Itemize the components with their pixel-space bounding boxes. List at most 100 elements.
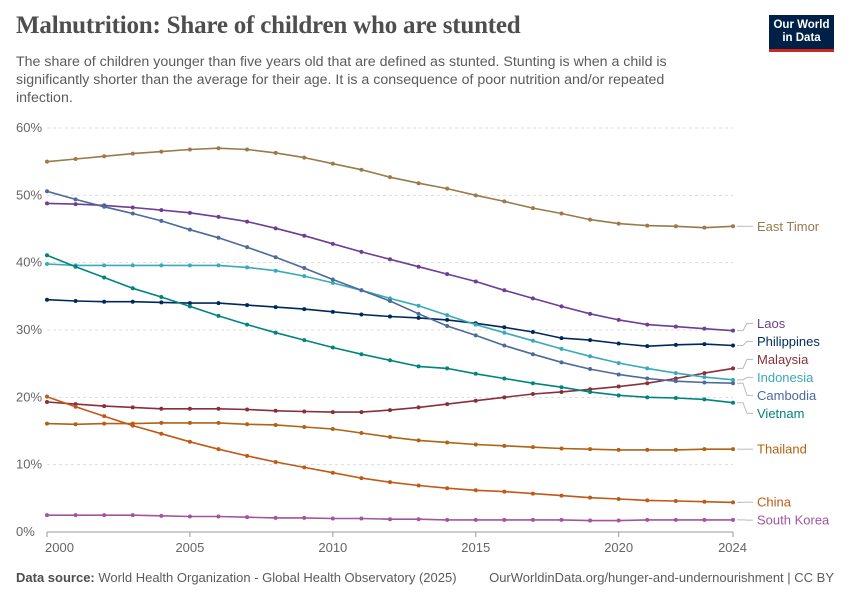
series-line-vietnam[interactable] [46,254,734,404]
data-point-south-korea[interactable] [416,517,421,522]
data-point-east-timor[interactable] [388,175,392,180]
data-point-east-timor[interactable] [645,223,650,228]
data-point-philippines[interactable] [359,312,364,317]
data-point-cambodia[interactable] [273,255,278,260]
data-point-china[interactable] [273,459,278,464]
data-point-philippines[interactable] [216,301,221,306]
data-point-philippines[interactable] [388,314,392,319]
data-point-south-korea[interactable] [530,517,535,522]
data-point-south-korea[interactable] [159,513,164,518]
series-label-east-timor[interactable]: East Timor [757,219,820,234]
data-point-indonesia[interactable] [702,375,707,380]
data-point-thailand[interactable] [187,420,192,425]
series-label-indonesia[interactable]: Indonesia [757,370,814,385]
data-point-thailand[interactable] [73,422,78,427]
data-point-malaysia[interactable] [388,408,392,413]
data-point-indonesia[interactable] [588,354,593,359]
data-point-laos[interactable] [645,322,650,327]
data-point-cambodia[interactable] [73,197,78,202]
data-point-malaysia[interactable] [130,405,135,410]
data-point-thailand[interactable] [216,420,221,425]
series-label-vietnam[interactable]: Vietnam [757,406,804,421]
data-point-china[interactable] [359,476,364,481]
data-point-east-timor[interactable] [130,151,135,156]
data-point-east-timor[interactable] [616,221,621,226]
data-point-south-korea[interactable] [502,517,507,522]
data-point-china[interactable] [388,480,392,485]
data-point-china[interactable] [559,493,564,498]
data-point-malaysia[interactable] [702,371,707,376]
data-point-philippines[interactable] [645,344,650,349]
data-point-vietnam[interactable] [530,381,535,386]
data-point-indonesia[interactable] [130,263,135,268]
data-point-east-timor[interactable] [45,159,49,164]
data-point-cambodia[interactable] [731,381,735,386]
data-point-south-korea[interactable] [616,518,621,523]
data-point-cambodia[interactable] [673,379,678,384]
data-point-laos[interactable] [616,317,621,322]
data-point-cambodia[interactable] [473,333,478,338]
data-point-east-timor[interactable] [73,156,78,161]
data-point-east-timor[interactable] [102,154,107,159]
data-point-cambodia[interactable] [102,204,107,209]
data-point-china[interactable] [445,486,450,491]
data-point-china[interactable] [187,439,192,444]
data-point-china[interactable] [416,483,421,488]
data-point-cambodia[interactable] [159,218,164,223]
data-point-china[interactable] [302,465,307,470]
data-point-malaysia[interactable] [731,366,735,371]
data-point-china[interactable] [673,499,678,504]
data-point-east-timor[interactable] [159,149,164,154]
data-point-philippines[interactable] [559,336,564,341]
data-point-philippines[interactable] [245,303,250,308]
data-point-thailand[interactable] [45,421,49,426]
data-point-thailand[interactable] [731,447,735,452]
data-point-east-timor[interactable] [588,217,593,222]
data-point-east-timor[interactable] [473,193,478,198]
data-point-laos[interactable] [588,311,593,316]
data-point-south-korea[interactable] [588,518,593,523]
data-point-thailand[interactable] [588,447,593,452]
data-point-vietnam[interactable] [330,345,335,350]
data-point-cambodia[interactable] [359,288,364,293]
data-point-indonesia[interactable] [302,274,307,279]
data-point-philippines[interactable] [187,301,192,306]
data-point-indonesia[interactable] [416,303,421,308]
data-point-china[interactable] [502,489,507,494]
data-point-philippines[interactable] [673,342,678,347]
data-point-vietnam[interactable] [416,364,421,369]
data-point-thailand[interactable] [273,422,278,427]
data-point-indonesia[interactable] [731,377,735,382]
data-point-indonesia[interactable] [245,265,250,270]
data-point-vietnam[interactable] [731,400,735,405]
data-point-china[interactable] [530,491,535,496]
data-point-cambodia[interactable] [702,380,707,385]
data-point-thailand[interactable] [388,435,392,440]
data-point-malaysia[interactable] [102,404,107,409]
owid-logo[interactable]: Our World in Data [769,15,834,52]
data-point-south-korea[interactable] [673,517,678,522]
data-point-laos[interactable] [502,288,507,293]
data-point-philippines[interactable] [330,309,335,314]
series-label-south-korea[interactable]: South Korea [757,513,830,528]
data-point-china[interactable] [130,423,135,428]
data-point-south-korea[interactable] [302,515,307,520]
data-point-south-korea[interactable] [445,517,450,522]
data-point-indonesia[interactable] [559,346,564,351]
data-point-cambodia[interactable] [45,189,49,194]
data-point-thailand[interactable] [245,422,250,427]
data-point-vietnam[interactable] [302,338,307,343]
data-point-vietnam[interactable] [102,275,107,280]
series-label-philippines[interactable]: Philippines [757,334,820,349]
data-point-malaysia[interactable] [445,402,450,407]
data-point-east-timor[interactable] [416,181,421,186]
data-point-vietnam[interactable] [388,358,392,363]
data-point-thailand[interactable] [530,445,535,450]
data-point-laos[interactable] [73,202,78,207]
data-point-east-timor[interactable] [302,155,307,160]
data-point-laos[interactable] [673,324,678,329]
data-point-laos[interactable] [159,208,164,213]
data-point-south-korea[interactable] [130,513,135,518]
data-point-china[interactable] [616,497,621,502]
data-point-laos[interactable] [359,249,364,254]
